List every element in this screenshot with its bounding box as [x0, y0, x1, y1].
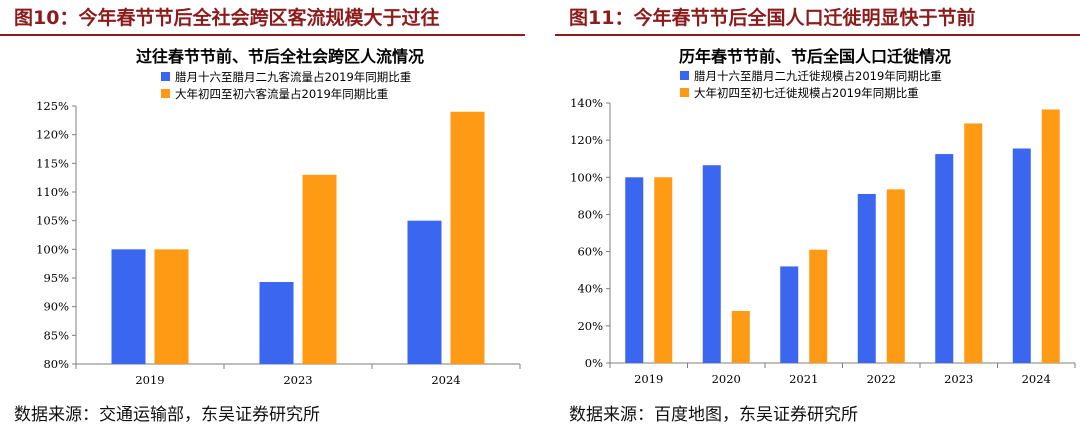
- y-tick-label: 100%: [570, 170, 603, 184]
- bar-2024-series-1: [1012, 148, 1031, 363]
- y-tick-label: 60%: [577, 245, 603, 259]
- legend-label-2: 大年初四至初七迁徙规模占2019年同期比重: [694, 86, 919, 100]
- y-tick-label: 120%: [36, 128, 69, 142]
- y-tick-label: 90%: [43, 300, 69, 314]
- y-tick-label: 105%: [36, 214, 69, 228]
- chart-title: 历年春节节前、节后全国人口迁徙情况: [679, 47, 951, 66]
- x-tick-label-2019: 2019: [135, 373, 164, 387]
- x-tick-label-2023: 2023: [944, 372, 973, 386]
- bar-2021-series-2: [809, 249, 828, 363]
- y-tick-label: 0%: [585, 356, 603, 370]
- x-tick-label-2019: 2019: [634, 372, 663, 386]
- bar-2022-series-1: [857, 194, 876, 363]
- bar-2019-series-2: [154, 249, 189, 364]
- x-tick-label-2022: 2022: [867, 372, 896, 386]
- figure-title-left: 图10：今年春节节后全社会跨区客流规模大于过往: [0, 0, 525, 36]
- bar-2023-series-1: [935, 154, 954, 363]
- y-tick-label: 80%: [43, 357, 69, 371]
- y-tick-label: 40%: [577, 282, 603, 296]
- x-tick-label-2023: 2023: [283, 373, 312, 387]
- y-tick-label: 100%: [36, 242, 69, 256]
- x-tick-label-2024: 2024: [431, 373, 460, 387]
- source-note-left: 数据来源：交通运输部，东吴证券研究所: [14, 405, 320, 425]
- y-tick-label: 140%: [570, 96, 603, 110]
- x-tick-label-2024: 2024: [1022, 372, 1051, 386]
- x-tick-label-2020: 2020: [712, 372, 741, 386]
- bar-2019-series-2: [654, 177, 673, 363]
- chart-left-cross-region-passenger-flow: 过往春节节前、节后全社会跨区人流情况腊月十六至腊月二九客流量占2019年同期比重…: [36, 47, 521, 387]
- figure-title-right: 图11：今年春节节后全国人口迁徙明显快于节前: [555, 0, 1080, 36]
- bar-2023-series-1: [259, 282, 294, 364]
- y-tick-label: 80%: [577, 207, 603, 221]
- legend-swatch-2: [680, 88, 689, 97]
- y-tick-label: 125%: [36, 99, 69, 113]
- bar-2019-series-1: [111, 249, 146, 364]
- x-tick-label-2021: 2021: [789, 372, 818, 386]
- y-tick-label: 120%: [570, 133, 603, 147]
- source-note-right: 数据来源：百度地图，东吴证券研究所: [569, 405, 858, 425]
- bar-2022-series-2: [886, 189, 905, 363]
- y-tick-label: 95%: [43, 271, 69, 285]
- bar-2024-series-2: [450, 111, 485, 364]
- legend-label-2: 大年初四至初六客流量占2019年同期比重: [175, 87, 388, 101]
- legend-label-1: 腊月十六至腊月二九迁徙规模占2019年同期比重: [694, 69, 942, 83]
- legend-swatch-2: [161, 89, 170, 98]
- bar-2024-series-2: [1041, 109, 1060, 363]
- bar-2021-series-1: [780, 266, 799, 363]
- chart-title: 过往春节节前、节后全社会跨区人流情况: [136, 47, 424, 66]
- y-tick-label: 85%: [43, 328, 69, 342]
- bar-2024-series-1: [407, 220, 442, 364]
- y-tick-label: 115%: [36, 156, 69, 170]
- y-tick-label: 110%: [36, 185, 69, 199]
- bar-2023-series-2: [964, 123, 983, 363]
- legend-swatch-1: [161, 72, 170, 81]
- chart-right-population-migration: 历年春节节前、节后全国人口迁徙情况腊月十六至腊月二九迁徙规模占2019年同期比重…: [570, 47, 1076, 386]
- y-tick-label: 20%: [577, 319, 603, 333]
- bar-2020-series-2: [731, 311, 750, 363]
- legend-label-1: 腊月十六至腊月二九客流量占2019年同期比重: [175, 70, 411, 84]
- bar-2019-series-1: [625, 177, 644, 363]
- bar-2023-series-2: [302, 174, 337, 364]
- bar-2020-series-1: [702, 165, 721, 363]
- legend-swatch-1: [680, 71, 689, 80]
